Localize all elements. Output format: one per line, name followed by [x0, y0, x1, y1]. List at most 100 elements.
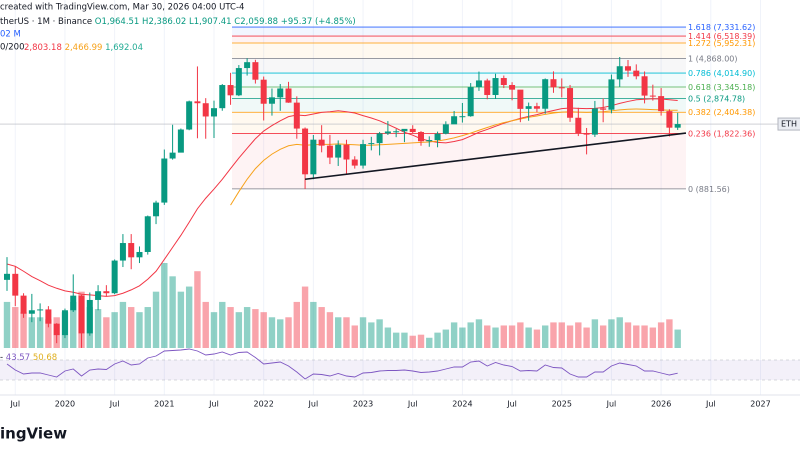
ohlc-value: H2,386.02: [142, 17, 186, 27]
price-tag-text: ETH: [781, 120, 797, 129]
candle-body: [318, 139, 325, 146]
candle-body: [550, 79, 557, 88]
fib-price: (7,331.62): [713, 23, 755, 32]
symbol-line: therUS · 1M · Binance O1,964.51 H2,386.0…: [0, 17, 356, 27]
volume-bar: [434, 332, 441, 348]
volume-bar: [649, 327, 657, 348]
volume-bar: [475, 319, 483, 348]
source-text: created with TradingView.com, Mar 30, 20…: [0, 3, 244, 13]
x-tick-label: 2027: [750, 400, 770, 409]
volume-bar: [566, 325, 574, 348]
volume-bar: [376, 319, 383, 348]
fib-price: (2,874.78): [703, 94, 745, 103]
candle-body: [227, 85, 234, 96]
volume-bar: [533, 329, 541, 348]
candle-body: [393, 131, 400, 133]
ohlc-value: L1,907.41: [189, 17, 232, 27]
volume-bar: [417, 334, 425, 348]
volume-bar: [666, 319, 673, 348]
volume-bar: [3, 301, 11, 348]
ma-values: 2,803.18 2,466.99 1,692.04: [24, 43, 143, 53]
candle-body: [45, 309, 52, 324]
volume-bar: [459, 327, 466, 348]
volume-bar: [657, 322, 665, 348]
candle-body: [111, 260, 118, 294]
rsi-value: 43.57: [6, 353, 30, 363]
fib-ratio: 0.236: [688, 129, 711, 138]
volume-bar: [426, 337, 433, 348]
candle-body: [202, 103, 209, 117]
volume-bar: [368, 322, 375, 348]
volume-bar: [450, 322, 458, 348]
candle-body: [161, 158, 168, 203]
x-tick-label: Jul: [606, 400, 617, 409]
x-tick-label: Jul: [109, 400, 120, 409]
candle-body: [633, 70, 640, 77]
volume-bar: [583, 327, 590, 348]
volume-bar: [20, 312, 27, 348]
candle-body: [70, 295, 77, 311]
fib-band: [232, 73, 686, 88]
candle-body: [459, 116, 466, 118]
x-tick-label: 2024: [452, 400, 472, 409]
volume-bar: [185, 286, 193, 348]
fib-ratio: 0.382: [688, 108, 711, 117]
candle-body: [144, 216, 151, 252]
volume-bar: [525, 327, 532, 348]
candle-body: [616, 66, 623, 80]
ma-value: 2,466.99: [65, 43, 103, 53]
candle-body: [95, 291, 102, 300]
volume-bar: [508, 325, 516, 348]
volume-bar: [641, 325, 648, 348]
volume-bar: [326, 312, 334, 348]
fib-band: [232, 58, 686, 74]
price-tag: [777, 117, 800, 131]
volume-bar: [624, 322, 632, 348]
candle-body: [128, 243, 135, 258]
candle-body: [641, 76, 648, 96]
candle-body: [368, 143, 375, 145]
volume-bar: [210, 312, 218, 348]
candle-body: [649, 95, 656, 97]
candle-body: [567, 88, 574, 118]
volume-bar: [351, 325, 358, 348]
fib-band: [232, 36, 686, 43]
candle-body: [451, 116, 458, 125]
volume-bar: [550, 322, 557, 348]
volume-bar: [310, 301, 317, 348]
fib-ratio: 0.786: [688, 69, 711, 78]
fib-label: 1.414 (6,518.39): [688, 32, 755, 41]
candle-body: [575, 117, 582, 134]
x-tick-label: Jul: [208, 400, 219, 409]
fib-band: [232, 27, 686, 37]
fib-band: [232, 87, 686, 99]
candle-body: [351, 159, 358, 166]
x-tick-label: Jul: [407, 400, 418, 409]
candle-body: [244, 62, 251, 69]
trendline: [304, 132, 687, 181]
candle-body: [533, 106, 540, 109]
x-tick-label: 2021: [154, 400, 174, 409]
volume-bar: [359, 317, 367, 348]
fib-label: 1.272 (5,952.31): [688, 38, 755, 47]
x-tick-label: Jul: [9, 400, 20, 409]
candle-body: [591, 108, 598, 135]
candle-body: [360, 144, 367, 166]
volume-bar: [318, 307, 325, 348]
candle-body: [310, 139, 317, 175]
volume-bar: [70, 301, 77, 348]
volume-bar: [12, 307, 19, 348]
x-tick-label: 2020: [55, 400, 75, 409]
volume-bar: [467, 322, 474, 348]
volume-bar: [45, 319, 52, 348]
candle-body: [103, 291, 110, 294]
candle-body: [61, 310, 68, 336]
volume-bar: [343, 317, 350, 348]
candle-body: [136, 251, 143, 258]
fib-price: (4,014.90): [713, 69, 755, 78]
volume-bar: [235, 312, 243, 348]
volume-bar: [277, 319, 284, 348]
fib-price: (5,952.31): [713, 38, 755, 47]
